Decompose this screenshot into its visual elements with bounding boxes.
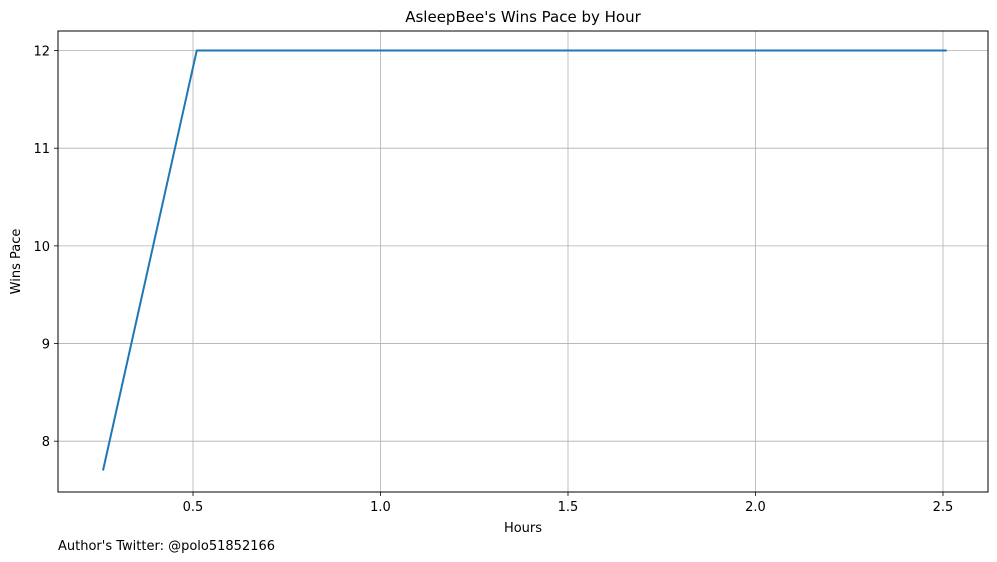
y-tick-label: 11 bbox=[33, 142, 50, 157]
y-tick-label: 8 bbox=[42, 435, 50, 450]
y-tick-label: 10 bbox=[33, 240, 50, 255]
y-tick-label: 12 bbox=[33, 45, 50, 60]
x-axis-label: Hours bbox=[504, 521, 542, 536]
plot-frame bbox=[57, 30, 989, 493]
x-tick-label: 1.0 bbox=[370, 500, 391, 515]
x-tick-label: 1.5 bbox=[558, 500, 579, 515]
author-footnote: Author's Twitter: @polo51852166 bbox=[58, 539, 275, 554]
series-line bbox=[102, 49, 947, 471]
chart-title: AsleepBee's Wins Pace by Hour bbox=[405, 8, 641, 26]
series-layer bbox=[102, 49, 947, 471]
x-axis-ticks: 0.5 1.0 1.5 2.0 2.5 bbox=[183, 492, 954, 515]
x-tick-label: 2.0 bbox=[745, 500, 766, 515]
x-tick-label: 0.5 bbox=[183, 500, 204, 515]
y-axis-ticks: 8 9 10 11 12 bbox=[33, 45, 58, 450]
y-axis-label: Wins Pace bbox=[9, 229, 24, 295]
x-tick-label: 2.5 bbox=[933, 500, 954, 515]
y-tick-label: 9 bbox=[42, 338, 50, 353]
